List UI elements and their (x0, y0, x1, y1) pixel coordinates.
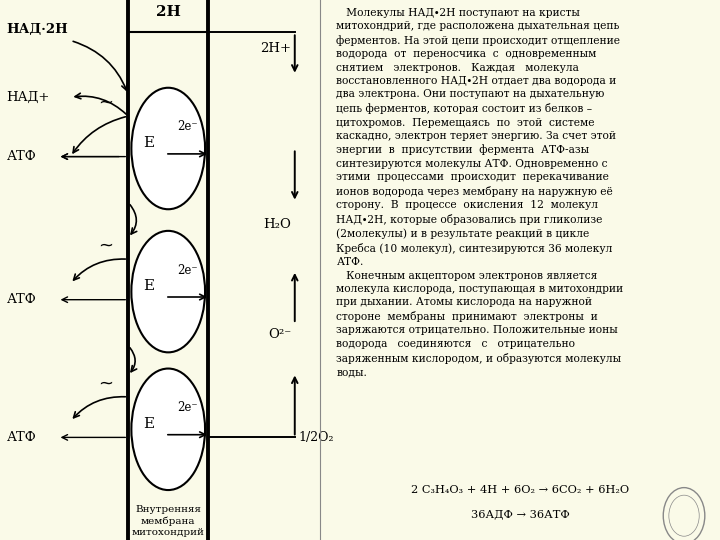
Text: Н₂О: Н₂О (264, 218, 292, 231)
Text: ~: ~ (98, 93, 113, 112)
Text: Е: Е (143, 279, 155, 293)
Text: 2е⁻: 2е⁻ (177, 120, 198, 133)
Text: ~: ~ (98, 374, 113, 393)
Text: НАД·2Н: НАД·2Н (6, 23, 68, 36)
Ellipse shape (131, 87, 205, 209)
Text: АТФ: АТФ (6, 293, 36, 306)
Text: 2е⁻: 2е⁻ (177, 401, 198, 414)
Text: 2 С₃Н₄О₃ + 4Н + 6О₂ → 6СО₂ + 6Н₂О: 2 С₃Н₄О₃ + 4Н + 6О₂ → 6СО₂ + 6Н₂О (411, 485, 629, 495)
Text: О²⁻: О²⁻ (269, 328, 292, 341)
Text: 2Н: 2Н (156, 5, 181, 19)
Text: 36АДФ → 36АТФ: 36АДФ → 36АТФ (471, 510, 570, 519)
Text: Молекулы НАД∙2Н поступают на кристы
митохондрий, где расположена дыхательная цеп: Молекулы НАД∙2Н поступают на кристы мито… (336, 8, 624, 377)
Text: 2е⁻: 2е⁻ (177, 264, 198, 276)
Text: 2Н+: 2Н+ (261, 42, 292, 55)
Text: ~: ~ (98, 237, 113, 255)
Ellipse shape (131, 231, 205, 352)
Text: 1/2О₂: 1/2О₂ (298, 431, 333, 444)
Ellipse shape (131, 368, 205, 490)
Text: Е: Е (143, 136, 155, 150)
Text: АТФ: АТФ (6, 150, 36, 163)
Text: АТФ: АТФ (6, 431, 36, 444)
Text: Е: Е (143, 417, 155, 431)
Text: Внутренняя
мембрана
митохондрий: Внутренняя мембрана митохондрий (132, 505, 204, 537)
Text: НАД+: НАД+ (6, 91, 50, 104)
